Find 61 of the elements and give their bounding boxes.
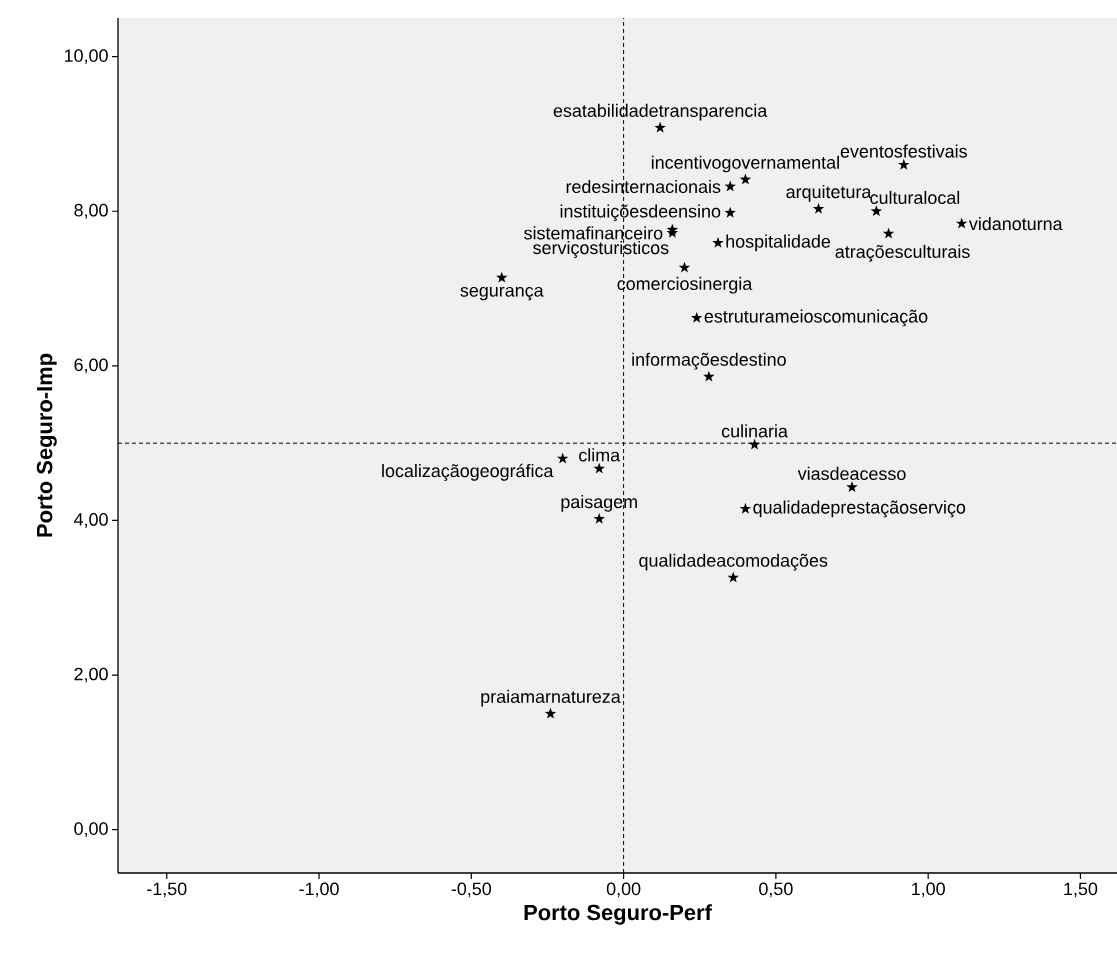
point bbox=[724, 206, 736, 218]
series-label: instituiçõesdeensino bbox=[560, 204, 721, 222]
series-label: qualidadeprestaçãoserviço bbox=[753, 500, 966, 518]
series-label: estruturameioscomunicação bbox=[704, 309, 928, 327]
point bbox=[654, 121, 666, 133]
series-label: atraçõesculturais bbox=[835, 244, 970, 262]
point bbox=[955, 217, 968, 229]
series-label: hospitalidade bbox=[726, 234, 831, 252]
y-tick-label: 8,00 bbox=[74, 203, 108, 219]
series-label: serviçosturisticos bbox=[533, 240, 669, 258]
series-label: sistemafinanceiro bbox=[524, 226, 663, 240]
point bbox=[727, 571, 739, 583]
series-label: redesinternacionais bbox=[566, 179, 721, 194]
point bbox=[724, 180, 736, 192]
point bbox=[593, 462, 605, 474]
point bbox=[846, 481, 858, 493]
series-label: viasdeacesso bbox=[797, 466, 906, 481]
point bbox=[739, 173, 752, 185]
point bbox=[870, 205, 883, 217]
point bbox=[739, 502, 752, 514]
series-label: eventosfestivais bbox=[840, 144, 967, 158]
x-tick-label: -0,50 bbox=[451, 882, 492, 898]
point bbox=[882, 227, 895, 239]
x-tick-label: 0,00 bbox=[606, 882, 641, 898]
x-tick-label: 0,50 bbox=[759, 882, 793, 898]
point bbox=[812, 202, 825, 214]
point bbox=[703, 370, 715, 382]
point bbox=[496, 271, 508, 283]
y-tick-label: 6,00 bbox=[74, 358, 108, 374]
series-label: vidanoturna bbox=[968, 217, 1063, 231]
y-tick-label: 0,00 bbox=[74, 822, 108, 838]
x-tick-label: 1,50 bbox=[1064, 882, 1098, 898]
y-tick-label: 4,00 bbox=[73, 513, 108, 528]
point bbox=[712, 236, 724, 248]
series-label: praiamarnatureza bbox=[481, 689, 621, 707]
x-tick-label: 1,00 bbox=[912, 882, 945, 898]
point bbox=[690, 311, 703, 323]
x-tick-label: -1,50 bbox=[147, 882, 187, 898]
point bbox=[593, 512, 605, 524]
x-tick-label: -1,00 bbox=[299, 882, 339, 898]
series-label: culinaria bbox=[721, 424, 788, 438]
x-axis-title: Porto Seguro-Perf bbox=[524, 904, 712, 925]
series-label: culturalocal bbox=[870, 190, 960, 205]
series-label: arquitetura bbox=[786, 185, 872, 202]
series-label: clima bbox=[579, 448, 621, 462]
y-tick-label: 10,00 bbox=[64, 49, 108, 65]
y-axis-title: Porto Seguro-Imp bbox=[36, 353, 57, 537]
point bbox=[544, 707, 557, 719]
series-label: segurança bbox=[460, 286, 544, 301]
point bbox=[748, 438, 761, 450]
point bbox=[898, 158, 910, 170]
point bbox=[678, 261, 691, 273]
series-label: esatabilidadetransparencia bbox=[553, 103, 768, 121]
series-label: qualidadeacomodações bbox=[639, 553, 828, 571]
series-label: paisagem bbox=[561, 495, 637, 512]
y-tick-label: 2,00 bbox=[74, 667, 108, 683]
series-label: comerciosinergia bbox=[617, 276, 753, 294]
series-label: incentivogovernamental bbox=[651, 155, 839, 173]
point bbox=[556, 452, 569, 464]
series-label: localizaçãogeográfica bbox=[382, 463, 554, 481]
series-label: informaçõesdestino bbox=[632, 352, 786, 370]
